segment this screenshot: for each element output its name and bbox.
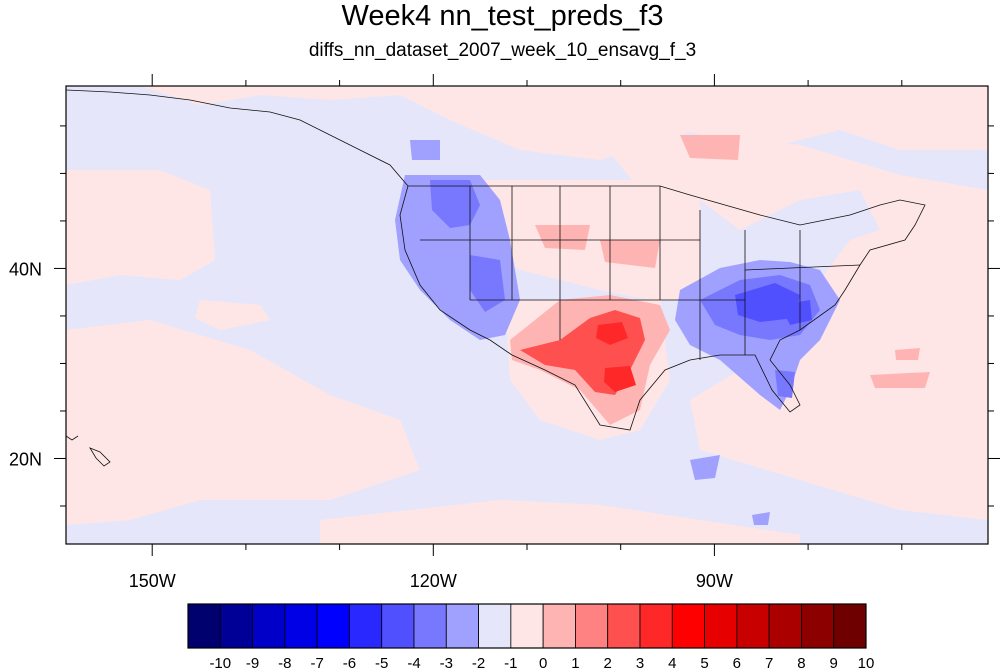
colorbar-label: -7 [310,655,323,672]
colorbar-swatch [704,603,738,649]
colorbar-swatch [381,603,415,649]
lon-tick-label: 150W [129,571,176,591]
map-title: Week4 nn_test_preds_f3 [341,0,664,32]
colorbar-label: -10 [209,655,231,672]
colorbar-swatch [607,603,641,649]
colorbar-frame [187,603,867,649]
colorbar-label: -5 [375,655,388,672]
colorbar-label: 4 [668,655,676,672]
colorbar-swatch [575,603,609,649]
coastline-outlines [66,89,926,467]
map-panel: 150W 120W 90W 40N 20N [9,74,1000,591]
colorbar-swatch [736,603,770,649]
colorbar-swatch [252,603,286,649]
colorbar-swatch [478,603,512,649]
colorbar-swatch [671,603,705,649]
colorbar-swatch [445,603,479,649]
colorbar-swatch [510,603,544,649]
lat-tick-label: 20N [9,449,42,469]
lon-tick-label: 120W [410,571,457,591]
colorbar-swatch [284,603,318,649]
colorbar-swatch [219,603,253,649]
colorbar-label: -6 [343,655,356,672]
colorbar-label: 5 [700,655,708,672]
colorbar-label: -1 [504,655,517,672]
colorbar-label: 8 [797,655,805,672]
difference-field [66,86,988,544]
lat-tick-label: 40N [9,259,42,279]
lon-tick-label: 90W [696,571,733,591]
map-subtitle: diffs_nn_dataset_2007_week_10_ensavg_f_3 [308,40,697,61]
colorbar-label: 2 [604,655,612,672]
colorbar-label: 10 [858,655,875,672]
colorbar-label: 6 [733,655,741,672]
negative-anomaly-strong [735,283,812,325]
colorbar-swatch [639,603,673,649]
colorbar-swatch [187,603,221,649]
colorbar-label: 9 [830,655,838,672]
colorbar: -10 -9 -8 -7 -6 -5 -4 -3 -2 -1 0 1 2 3 4 5 6 7 8 9 10 [187,603,875,672]
colorbar-swatch [349,603,383,649]
colorbar-label: -9 [246,655,259,672]
colorbar-label: 0 [539,655,547,672]
colorbar-swatch [801,603,835,649]
colorbar-swatch [542,603,576,649]
colorbar-swatch [316,603,350,649]
colorbar-label: -3 [440,655,453,672]
colorbar-label: 3 [636,655,644,672]
colorbar-swatch [833,603,867,649]
axis-ticks [54,74,1000,556]
colorbar-swatch [413,603,447,649]
colorbar-label: -2 [472,655,485,672]
positive-anomaly-peak [596,322,636,392]
colorbar-label: -8 [278,655,291,672]
colorbar-swatch [768,603,802,649]
colorbar-label: -4 [407,655,420,672]
colorbar-label: 7 [765,655,773,672]
axis-tick-labels: 150W 120W 90W 40N 20N [9,259,733,591]
colorbar-label: 1 [571,655,579,672]
